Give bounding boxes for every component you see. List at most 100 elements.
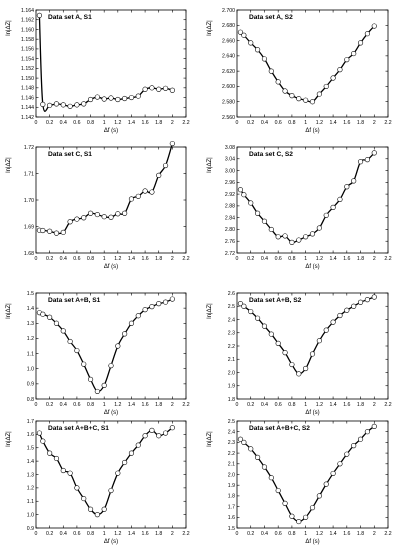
- y-tick-label: 2.76: [225, 239, 235, 245]
- plot-frame: [35, 292, 187, 400]
- x-tick-label: 0: [35, 531, 38, 537]
- x-tick-label: 0.8: [288, 256, 295, 262]
- x-tick-label: 1.8: [357, 531, 364, 537]
- chart-panel-5: 0 0.2 0.4 0.6 0.8 1 1.2 1.4 1.6 1.8 2 2.2 0.8 0.9 1.0 1…: [6, 291, 190, 416]
- data-point: [323, 327, 329, 333]
- data-point: [108, 95, 114, 101]
- data-point: [330, 204, 336, 210]
- data-point: [115, 96, 121, 103]
- x-tick-label: 0.4: [261, 531, 268, 537]
- x-tick-label: 1.8: [155, 256, 162, 262]
- data-point: [309, 505, 316, 511]
- data-point: [371, 150, 377, 156]
- x-tick-label: 1: [103, 256, 106, 262]
- x-tick-label: 0.2: [247, 531, 254, 537]
- data-point: [316, 338, 322, 344]
- data-point: [323, 481, 329, 487]
- data-point: [36, 12, 43, 18]
- x-tick-label: 2: [373, 256, 376, 262]
- y-tick-label: 2.620: [222, 69, 235, 75]
- x-tick-label: 1.2: [316, 531, 323, 537]
- data-point: [156, 86, 162, 92]
- series-line: [38, 427, 173, 516]
- y-tick-label: 2.660: [222, 38, 235, 44]
- data-point: [309, 231, 316, 237]
- x-tick-label: 1.4: [329, 531, 336, 537]
- x-tick-label: 1.8: [357, 256, 364, 262]
- x-tick-label: 2: [171, 402, 174, 408]
- x-tick-label: 0.6: [275, 120, 282, 126]
- x-tick-label: 1.2: [114, 120, 121, 126]
- x-tick-label: 1: [103, 120, 106, 126]
- y-tick-label: 1.69: [24, 224, 34, 230]
- y-axis-title: ln|ΔZ|: [207, 20, 213, 36]
- x-tick-label: 1.6: [343, 120, 350, 126]
- y-tick-label: 2.88: [225, 204, 235, 210]
- x-tick-label: 1.4: [128, 402, 135, 408]
- y-tick-label: 1.5: [27, 446, 34, 452]
- data-point: [94, 211, 100, 218]
- data-point: [289, 92, 295, 99]
- data-point: [74, 485, 80, 491]
- data-point: [142, 188, 148, 194]
- x-tick-label: 0.6: [73, 120, 80, 126]
- data-point: [47, 228, 53, 234]
- x-tick-label: 0.8: [87, 256, 94, 262]
- data-point: [357, 159, 364, 165]
- x-axis-title: Δf (s): [104, 410, 118, 416]
- x-tick-label: 2.2: [182, 531, 189, 537]
- data-point: [40, 311, 46, 317]
- chart-panel-8: 0 0.2 0.4 0.6 0.8 1 1.2 1.4 1.6 1.8 2 2.2 1.5 1.6 1.7 1…: [207, 419, 392, 545]
- y-axis-title: ln|ΔZ|: [207, 157, 213, 173]
- x-tick-label: 1.8: [155, 120, 162, 126]
- y-tick-label: 1.7: [228, 504, 235, 510]
- x-tick-label: 0.2: [247, 120, 254, 126]
- x-tick-label: 0.8: [87, 531, 94, 537]
- y-tick-label: 2.84: [225, 215, 235, 221]
- data-point: [344, 184, 350, 190]
- data-point: [351, 303, 357, 309]
- data-point: [81, 495, 87, 502]
- data-point: [128, 196, 135, 202]
- x-tick-label: 0: [35, 256, 38, 262]
- x-tick-label: 1.4: [128, 120, 135, 126]
- y-tick-label: 1.8: [228, 397, 235, 403]
- y-tick-label: 1.154: [21, 56, 34, 62]
- y-tick-label: 1.1: [27, 499, 34, 505]
- y-tick-label: 1.142: [21, 115, 34, 121]
- x-tick-label: 1.2: [316, 120, 323, 126]
- data-point: [81, 361, 87, 367]
- x-tick-label: 0.6: [275, 402, 282, 408]
- data-point: [101, 382, 107, 388]
- y-tick-label: 1.160: [21, 27, 34, 33]
- data-point: [289, 361, 295, 368]
- data-point: [364, 31, 371, 37]
- data-point: [364, 157, 371, 163]
- chart-panel-7: 0 0.2 0.4 0.6 0.8 1 1.2 1.4 1.6 1.8 2 2.2 0.9 1.0 1.1 1…: [6, 419, 190, 545]
- chart-panel-6: 0 0.2 0.4 0.6 0.8 1 1.2 1.4 1.6 1.8 2 2.2 1.8 1.9 2.0 2…: [207, 291, 392, 416]
- data-point: [169, 425, 175, 431]
- y-tick-label: 1.150: [21, 76, 34, 82]
- data-point: [282, 88, 288, 94]
- chart-panel-4: 0 0.2 0.4 0.6 0.8 1 1.2 1.4 1.6 1.8 2 2.2 2.72 2.76 2.…: [207, 145, 392, 270]
- y-tick-label: 2.1: [228, 462, 235, 468]
- data-point: [60, 328, 66, 334]
- x-tick-label: 0.2: [247, 402, 254, 408]
- data-point: [122, 459, 128, 466]
- x-tick-label: 1.8: [357, 120, 364, 126]
- data-point: [275, 234, 281, 240]
- plot-frame: [236, 146, 389, 254]
- data-point: [169, 296, 175, 302]
- x-tick-label: 2: [171, 531, 174, 537]
- data-point: [122, 95, 128, 102]
- data-point: [74, 216, 80, 222]
- y-tick-label: 1.5: [228, 526, 235, 532]
- y-axis-title: ln|ΔZ|: [6, 303, 12, 319]
- data-point: [162, 299, 169, 305]
- y-tick-label: 1.146: [21, 95, 34, 101]
- data-point: [149, 427, 155, 433]
- data-point: [351, 178, 357, 184]
- data-point: [316, 225, 322, 231]
- x-tick-label: 0: [236, 120, 239, 126]
- x-tick-label: 1.4: [329, 402, 336, 408]
